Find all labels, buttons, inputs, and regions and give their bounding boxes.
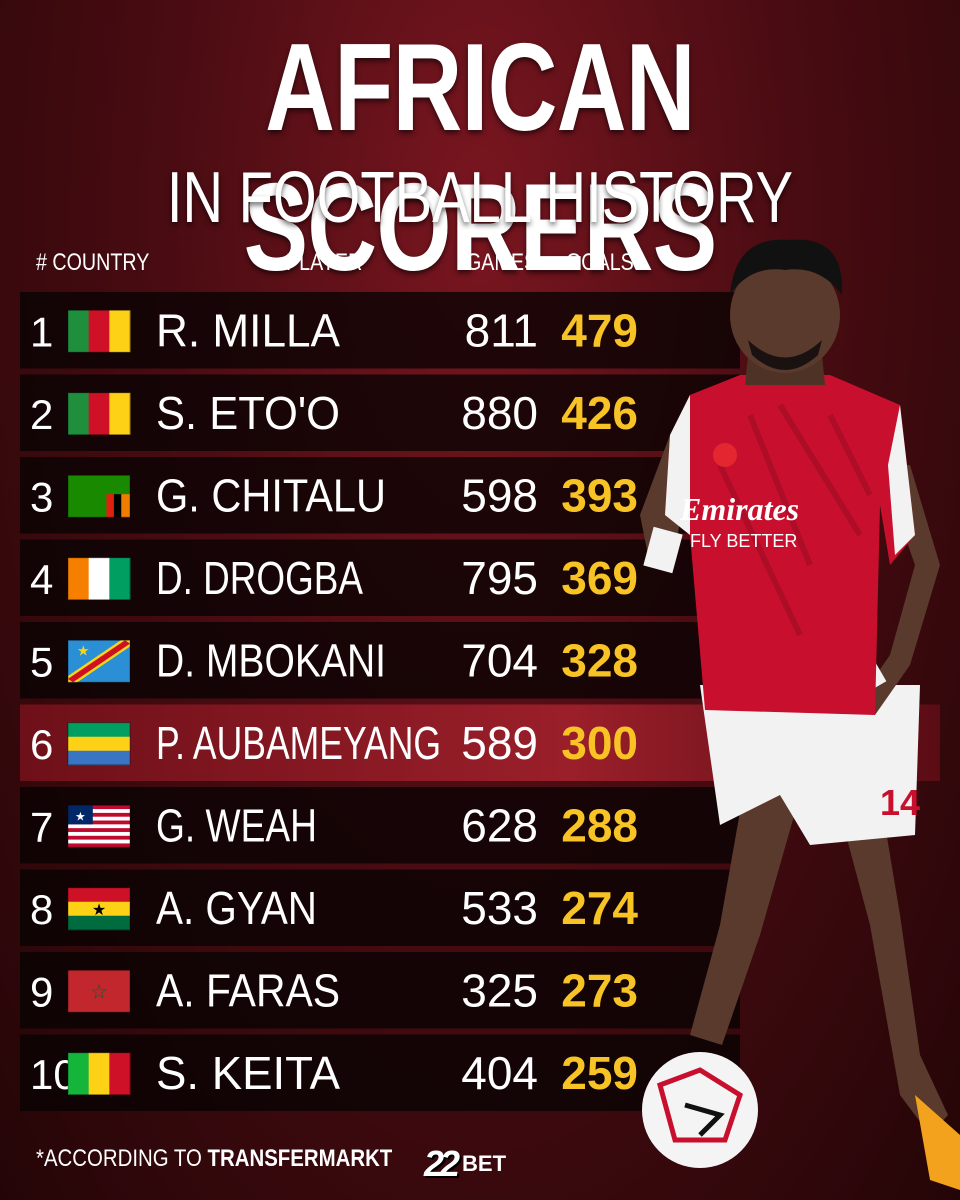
games-cell: 589 bbox=[461, 717, 538, 769]
flag-gabon-icon bbox=[67, 722, 131, 766]
brand-mark: 22 bbox=[424, 1143, 460, 1184]
goals-cell: 300 bbox=[561, 717, 638, 769]
svg-text:☆: ☆ bbox=[90, 981, 108, 1003]
flag-mali-icon bbox=[67, 1052, 131, 1096]
column-header-rank-country: # COUNTRY bbox=[36, 249, 150, 276]
column-header-games: GAMES bbox=[466, 249, 538, 276]
column-header-player: PLAYER bbox=[286, 249, 363, 276]
flag-ghana-icon: ★ bbox=[67, 887, 131, 931]
player-cell: P. AUBAMEYANG bbox=[156, 717, 441, 769]
games-cell: 598 bbox=[461, 469, 538, 521]
footnote-prefix: *ACCORDING TO bbox=[36, 1145, 202, 1172]
table-row: 5 ★ D. MBOKANI 704 328 bbox=[20, 622, 740, 699]
flag-morocco-icon: ☆ bbox=[67, 969, 131, 1013]
goals-cell: 479 bbox=[561, 304, 638, 356]
table-row: 10 S. KEITA 404 259 bbox=[20, 1034, 740, 1111]
rank-cell: 4 bbox=[30, 556, 53, 603]
flag-liberia-icon: ★ bbox=[67, 804, 131, 848]
games-cell: 325 bbox=[461, 964, 538, 1016]
goals-cell: 393 bbox=[561, 469, 638, 521]
page-title: AFRICAN SCORERS bbox=[243, 19, 718, 297]
rank-cell: 7 bbox=[30, 803, 53, 850]
rank-cell: 9 bbox=[30, 968, 53, 1015]
svg-text:★: ★ bbox=[92, 902, 106, 919]
table-row: 1 R. MILLA 811 479 bbox=[20, 292, 740, 369]
brand-logo: 22 BET bbox=[424, 1142, 506, 1186]
games-cell: 795 bbox=[461, 552, 538, 604]
svg-text:Emirates: Emirates bbox=[679, 491, 799, 527]
table-row: 2 S. ETO'O 880 426 bbox=[20, 374, 740, 451]
flag-dr-congo-icon: ★ bbox=[67, 639, 131, 683]
table-row: 9 ☆ A. FARAS 325 273 bbox=[20, 952, 740, 1029]
player-cell: D. DROGBA bbox=[156, 552, 363, 604]
games-cell: 811 bbox=[465, 304, 538, 356]
player-cell: R. MILLA bbox=[156, 304, 340, 356]
svg-text:★: ★ bbox=[77, 642, 90, 658]
player-cell: S. ETO'O bbox=[156, 387, 340, 439]
svg-text:FLY BETTER: FLY BETTER bbox=[690, 531, 797, 551]
flag-zambia-icon bbox=[67, 474, 131, 518]
games-cell: 704 bbox=[461, 634, 538, 686]
player-cell: A. GYAN bbox=[156, 882, 317, 934]
page-subtitle: IN FOOTBALL HISTORY bbox=[166, 158, 794, 238]
table-row: 3 G. CHITALU 598 393 bbox=[20, 457, 740, 534]
rank-cell: 2 bbox=[30, 391, 53, 438]
table-row: 8 ★ A. GYAN 533 274 bbox=[20, 869, 740, 946]
games-cell: 628 bbox=[461, 799, 538, 851]
goals-cell: 426 bbox=[561, 387, 638, 439]
flag-cameroon-icon bbox=[67, 309, 131, 353]
source-footnote: *ACCORDING TO TRANSFERMARKT bbox=[36, 1142, 392, 1176]
rank-cell: 5 bbox=[30, 638, 53, 685]
flag-ivory-coast-icon bbox=[67, 557, 131, 601]
games-cell: 404 bbox=[461, 1047, 538, 1099]
table-row: 4 D. DROGBA 795 369 bbox=[20, 539, 740, 616]
goals-cell: 369 bbox=[561, 552, 638, 604]
rank-cell: 8 bbox=[30, 886, 53, 933]
player-cell: S. KEITA bbox=[156, 1047, 340, 1099]
player-cell: G. CHITALU bbox=[156, 469, 386, 521]
rank-cell: 3 bbox=[30, 473, 53, 520]
table-row: 7 ★ G. WEAH 628 288 bbox=[20, 787, 740, 864]
column-header-goals: GOALS bbox=[566, 249, 634, 276]
svg-text:14: 14 bbox=[880, 782, 920, 823]
rank-cell: 1 bbox=[30, 308, 53, 355]
brand-text: BET bbox=[462, 1151, 507, 1176]
games-cell: 880 bbox=[461, 387, 538, 439]
player-cell: D. MBOKANI bbox=[156, 634, 386, 686]
goals-cell: 274 bbox=[561, 882, 638, 934]
player-photo: 14 Emirates FLY BETTER bbox=[640, 239, 960, 1190]
player-cell: G. WEAH bbox=[156, 799, 317, 851]
goals-cell: 273 bbox=[561, 964, 638, 1016]
player-cell: A. FARAS bbox=[156, 964, 340, 1016]
games-cell: 533 bbox=[461, 882, 538, 934]
footnote-source: TRANSFERMARKT bbox=[207, 1145, 393, 1172]
svg-text:★: ★ bbox=[75, 809, 86, 823]
goals-cell: 259 bbox=[561, 1047, 638, 1099]
goals-cell: 328 bbox=[561, 634, 638, 686]
rank-cell: 6 bbox=[30, 721, 53, 768]
flag-cameroon-icon bbox=[67, 392, 131, 436]
goals-cell: 288 bbox=[561, 799, 638, 851]
